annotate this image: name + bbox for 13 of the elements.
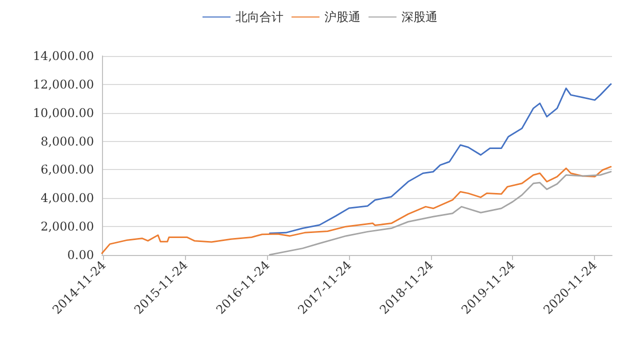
line-series (269, 170, 612, 256)
y-tick-label: 10,000.00 (32, 106, 94, 120)
legend-label: 深股通 (402, 10, 438, 24)
y-tick-label: 14,000.00 (32, 49, 94, 63)
legend-label: 北向合计 (236, 10, 284, 24)
line-series (269, 83, 612, 234)
y-tick-label: 2,000.00 (40, 220, 94, 234)
y-tick-label: 0.00 (67, 248, 94, 262)
y-tick-label: 12,000.00 (32, 77, 94, 92)
legend-label: 沪股通 (324, 10, 360, 24)
y-tick-label: 8,000.00 (40, 134, 94, 148)
y-tick-label: 6,000.00 (40, 162, 94, 177)
y-tick-label: 4,000.00 (40, 191, 94, 206)
